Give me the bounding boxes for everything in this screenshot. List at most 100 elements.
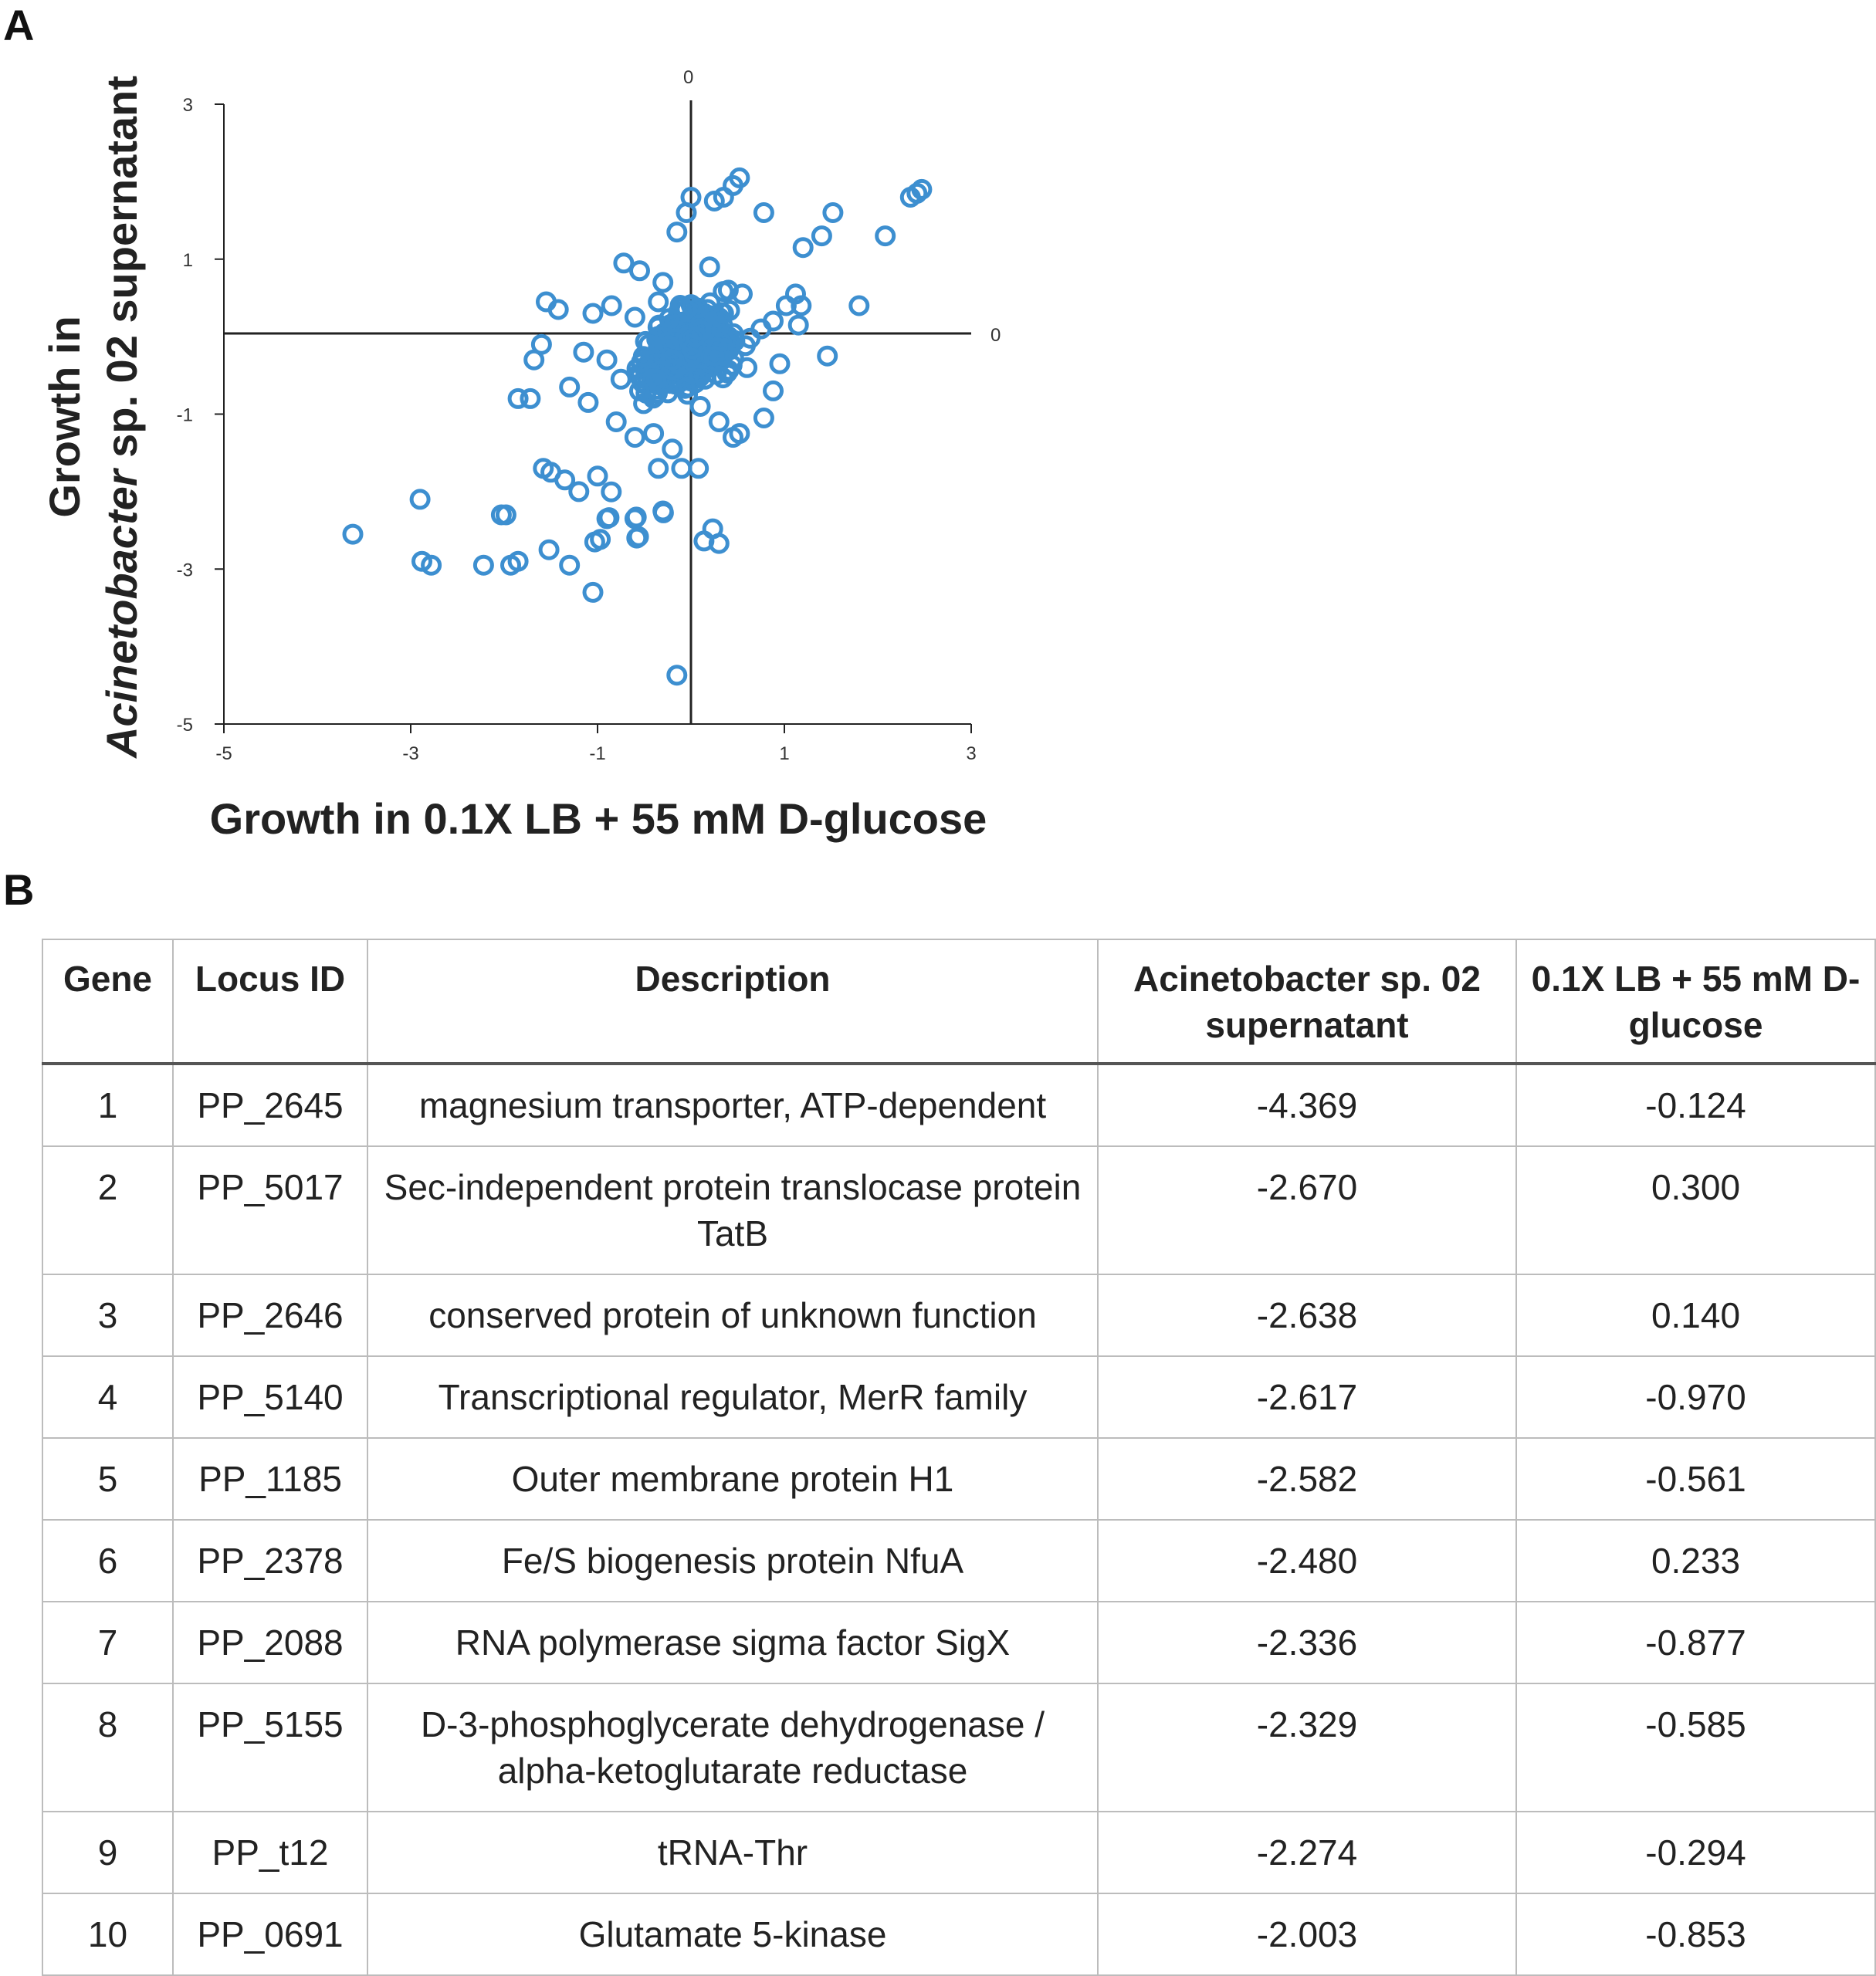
scatter-point xyxy=(584,531,605,553)
acinetobacter-value-cell: -2.480 xyxy=(1097,1519,1517,1602)
locus-id-cell: PP_2646 xyxy=(172,1274,368,1357)
scatter-point xyxy=(694,368,716,390)
locus-id-cell: PP_5017 xyxy=(172,1145,368,1275)
scatter-point xyxy=(624,427,645,448)
scatter-point xyxy=(605,411,627,432)
scatter-point xyxy=(629,260,650,282)
gene-cell: 6 xyxy=(42,1519,174,1602)
table-row: 6 PP_2378 Fe/S biogenesis protein NfuA -2.4… xyxy=(42,1519,1876,1602)
scatter-point xyxy=(568,481,590,502)
scatter-point xyxy=(688,458,709,479)
axes xyxy=(223,100,971,725)
scatter-point xyxy=(610,368,632,390)
scatter-point xyxy=(559,554,581,576)
description-cell: conserved protein of unknown function xyxy=(367,1274,1099,1357)
y-axis-title-rest: sp. 02 supernatant xyxy=(97,76,146,469)
lb-glucose-value-cell: -0.585 xyxy=(1515,1683,1876,1812)
header-description: Description xyxy=(367,939,1099,1065)
x-axis-title: Growth in 0.1X LB + 55 mM D-glucose xyxy=(210,794,987,843)
header-lb-glucose: 0.1X LB + 55 mM D-glucose xyxy=(1515,939,1876,1065)
lb-glucose-value-cell: -0.877 xyxy=(1515,1601,1876,1684)
description-cell: Sec-independent protein translocase prot… xyxy=(367,1145,1099,1275)
y-tick-label: -5 xyxy=(177,715,193,736)
scatter-point xyxy=(648,291,669,313)
acinetobacter-value-cell: -4.369 xyxy=(1097,1063,1517,1147)
tick-marks: -5 -3 -1 1 3 3 1 -1 -3 -5 xyxy=(177,95,977,764)
scatter-point xyxy=(582,303,604,324)
table-row: 5 PP_1185 Outer membrane protein H1 -2.582-… xyxy=(42,1437,1876,1521)
y-axis-title-line2: Acinetobacter sp. 02 supernatant xyxy=(97,76,146,760)
locus-id-cell: PP_t12 xyxy=(172,1811,368,1894)
header-acinetobacter: Acinetobacter sp. 02 supernatant xyxy=(1097,939,1517,1065)
scatter-point xyxy=(848,295,870,316)
acinetobacter-value-cell: -2.582 xyxy=(1097,1437,1517,1521)
scatter-point xyxy=(699,256,720,278)
scatter-point xyxy=(523,349,545,370)
acinetobacter-value-cell: -2.336 xyxy=(1097,1601,1517,1684)
description-cell: Fe/S biogenesis protein NfuA xyxy=(367,1519,1099,1602)
y-tick-label: -1 xyxy=(177,405,193,426)
x-tick-label: -3 xyxy=(402,743,418,764)
lb-glucose-value-cell: -0.124 xyxy=(1515,1063,1876,1147)
scatter-point xyxy=(732,283,753,305)
scatter-point xyxy=(822,202,844,223)
x-tick-label: -1 xyxy=(589,743,605,764)
scatter-point xyxy=(737,357,758,378)
scatter-plot: -5 -3 -1 1 3 3 1 -1 -3 -5 0 0 Growth in 0.1X LB +… xyxy=(40,67,1001,843)
x-tick-label: 3 xyxy=(966,743,976,764)
x-tick-label: -5 xyxy=(215,743,232,764)
scatter-point xyxy=(409,489,431,510)
acinetobacter-value-cell: -2.617 xyxy=(1097,1355,1517,1439)
scatter-point xyxy=(729,423,750,445)
table-row: 8 PP_5155 D-3-phosphoglycerate dehydrogena… xyxy=(42,1683,1876,1812)
scatter-point xyxy=(666,222,688,243)
y-tick-label: 3 xyxy=(183,95,193,116)
locus-id-cell: PP_1185 xyxy=(172,1437,368,1521)
gene-cell: 9 xyxy=(42,1811,174,1894)
scatter-point xyxy=(582,581,604,603)
scatter-point xyxy=(554,469,576,491)
y-tick-label: -3 xyxy=(177,560,193,580)
locus-id-cell: PP_5140 xyxy=(172,1355,368,1439)
table-body: 1 PP_2645 magnesium transporter, ATP-depen… xyxy=(42,1063,1876,1976)
scatter-point xyxy=(703,345,725,367)
scatter-point xyxy=(763,380,784,401)
scatter-point xyxy=(596,508,618,530)
table-row: 2 PP_5017 Sec-independent protein transloc… xyxy=(42,1145,1876,1275)
table-row: 9 PP_t12 tRNA-Thr -2.274 -0.294 xyxy=(42,1811,1876,1894)
scatter-point xyxy=(538,539,560,560)
acinetobacter-value-cell: -2.638 xyxy=(1097,1274,1517,1357)
zero-label-y: 0 xyxy=(683,67,693,88)
scatter-point xyxy=(708,411,730,432)
scatter-point xyxy=(676,299,697,320)
scatter-point xyxy=(601,481,622,502)
scatter-point xyxy=(792,237,814,259)
description-cell: RNA polymerase sigma factor SigX xyxy=(367,1601,1099,1684)
table-row: 3 PP_2646 conserved protein of unknown fun… xyxy=(42,1274,1876,1357)
y-axis-title-line1: Growth in xyxy=(40,316,89,517)
gene-cell: 8 xyxy=(42,1683,174,1812)
scatter-point xyxy=(769,353,791,374)
table-header-row: Gene Locus ID Description Acinetobacter … xyxy=(42,939,1876,1065)
scatter-point xyxy=(676,202,697,223)
scatter-point xyxy=(713,303,734,324)
scatter-point xyxy=(520,387,541,409)
scatter-point xyxy=(817,345,838,367)
scatter-point xyxy=(601,295,622,316)
scatter-point xyxy=(652,272,674,293)
scatter-point xyxy=(652,500,674,522)
panel-label-a: A xyxy=(3,1,35,49)
acinetobacter-value-cell: -2.329 xyxy=(1097,1683,1517,1812)
gene-cell: 4 xyxy=(42,1355,174,1439)
scatter-point xyxy=(342,523,364,545)
scatter-point xyxy=(577,391,599,413)
scatter-point xyxy=(648,458,669,479)
table-row: 10 PP_0691 Glutamate 5-kinase -2.003 -0.853 xyxy=(42,1893,1876,1976)
x-tick-label: 1 xyxy=(779,743,789,764)
scatter-point xyxy=(411,550,432,572)
scatter-point xyxy=(685,326,706,347)
scatter-point xyxy=(632,346,654,367)
scatter-point xyxy=(899,187,921,208)
acinetobacter-value-cell: -2.003 xyxy=(1097,1893,1517,1976)
lb-glucose-value-cell: -0.561 xyxy=(1515,1437,1876,1521)
